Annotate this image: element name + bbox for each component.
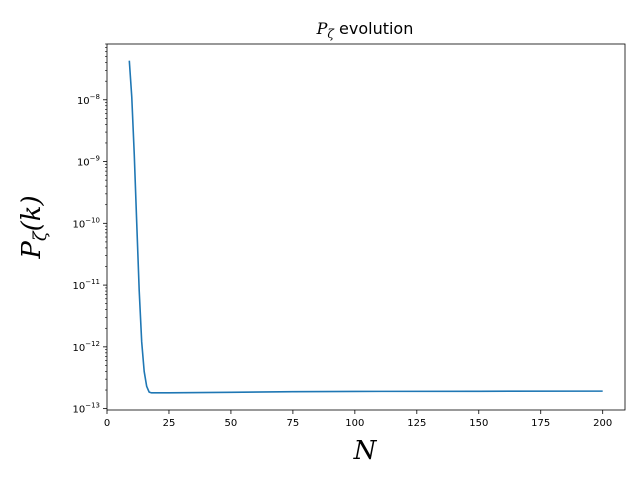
x-axis-label: N [353,436,378,466]
y-tick-label: 10−11 [72,278,100,292]
ylabel-symbol: P [17,241,47,260]
y-tick-label: 10−13 [72,402,100,416]
x-tick-label: 75 [287,418,300,429]
x-axis-ticks: 0 25 50 75 100 125 150 175 200 [104,410,612,429]
x-tick-label: 125 [407,418,426,429]
x-tick-label: 150 [469,418,488,429]
x-tick-label: 200 [593,418,612,429]
y-axis-ticks: 10−13 10−12 10−11 10−10 10−9 10−8 [72,43,107,416]
x-tick-label: 25 [163,418,176,429]
plot-area [106,43,626,411]
y-tick-label: 10−12 [72,340,100,354]
ylabel-subscript: ζ [30,230,51,241]
x-tick-label: 175 [531,418,550,429]
svg-text:Pζ evolution: Pζ evolution [316,19,414,41]
y-axis-label: Pζ(k) [17,195,51,259]
x-tick-label: 0 [104,418,110,429]
title-text: evolution [339,19,413,38]
y-tick-label: 10−8 [77,93,100,107]
series-line [128,60,603,394]
title-subscript: ζ [327,27,335,41]
y-tick-label: 10−10 [72,216,100,230]
ylabel-arg: (k) [17,195,47,231]
title-symbol: P [316,19,328,38]
chart-title: Pζ evolution [316,19,414,41]
x-tick-label: 100 [345,418,364,429]
series-layer [128,60,603,394]
svg-text:Pζ(k): Pζ(k) [17,195,51,259]
y-tick-label: 10−9 [77,155,100,169]
x-tick-label: 50 [225,418,238,429]
